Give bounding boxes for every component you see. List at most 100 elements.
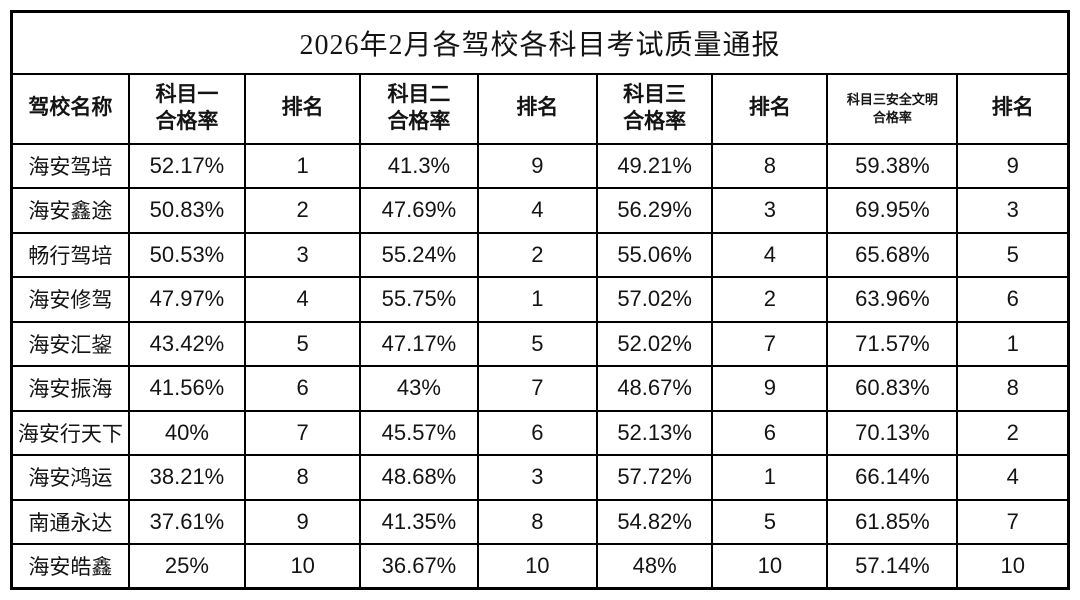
pass-rate-cell: 55.24%: [359, 231, 479, 278]
pass-rate-cell: 47.69%: [359, 187, 479, 234]
table-row: 海安鸿运 38.21% 8 48.68% 3 57.72% 1 66.14% 4: [10, 454, 1070, 501]
rank-cell: 5: [244, 320, 362, 367]
school-name-cell: 南通永达: [10, 498, 130, 545]
rank-column-header: 排名: [711, 72, 829, 145]
rank-cell: 10: [244, 543, 362, 590]
rank-cell: 3: [476, 454, 599, 501]
header-row: 驾校名称 科目一 合格率 排名 科目二 合格率 排名 科目三 合格率 排名 科目三安全文明 合…: [10, 72, 1070, 145]
rank-cell: 6: [244, 365, 362, 412]
rank-cell: 3: [711, 187, 829, 234]
rank-cell: 6: [956, 276, 1070, 323]
pass-rate-cell: 47.17%: [359, 320, 479, 367]
pass-rate-cell: 66.14%: [826, 454, 959, 501]
school-name-cell: 海安振海: [10, 365, 130, 412]
school-name-cell: 畅行驾培: [10, 231, 130, 278]
school-name-cell: 海安鑫途: [10, 187, 130, 234]
rank-cell: 8: [956, 365, 1070, 412]
pass-rate-cell: 49.21%: [596, 142, 714, 189]
rank-column-header: 排名: [244, 72, 362, 145]
rank-cell: 9: [476, 142, 599, 189]
pass-rate-cell: 59.38%: [826, 142, 959, 189]
rank-cell: 4: [956, 454, 1070, 501]
pass-rate-cell: 50.83%: [127, 187, 247, 234]
pass-rate-cell: 43%: [359, 365, 479, 412]
table-row: 海安汇鋆 43.42% 5 47.17% 5 52.02% 7 71.57% 1: [10, 320, 1070, 367]
column-header: 科目三安全文明 合格率: [826, 72, 959, 145]
pass-rate-cell: 50.53%: [127, 231, 247, 278]
school-name-cell: 海安驾培: [10, 142, 130, 189]
pass-rate-cell: 69.95%: [826, 187, 959, 234]
rank-cell: 3: [244, 231, 362, 278]
rank-cell: 1: [244, 142, 362, 189]
pass-rate-cell: 36.67%: [359, 543, 479, 590]
pass-rate-cell: 43.42%: [127, 320, 247, 367]
pass-rate-cell: 48.67%: [596, 365, 714, 412]
rank-cell: 1: [711, 454, 829, 501]
pass-rate-cell: 71.57%: [826, 320, 959, 367]
rank-column-header: 排名: [956, 72, 1070, 145]
pass-rate-cell: 48%: [596, 543, 714, 590]
pass-rate-cell: 41.35%: [359, 498, 479, 545]
pass-rate-cell: 54.82%: [596, 498, 714, 545]
school-name-cell: 海安汇鋆: [10, 320, 130, 367]
rank-cell: 7: [244, 409, 362, 456]
rank-cell: 8: [244, 454, 362, 501]
rank-cell: 5: [476, 320, 599, 367]
rank-cell: 1: [956, 320, 1070, 367]
pass-rate-cell: 45.57%: [359, 409, 479, 456]
rank-cell: 2: [244, 187, 362, 234]
rank-cell: 8: [476, 498, 599, 545]
pass-rate-cell: 38.21%: [127, 454, 247, 501]
pass-rate-cell: 61.85%: [826, 498, 959, 545]
rank-cell: 4: [476, 187, 599, 234]
pass-rate-cell: 25%: [127, 543, 247, 590]
table-row: 海安振海 41.56% 6 43% 7 48.67% 9 60.83% 8: [10, 365, 1070, 412]
pass-rate-cell: 48.68%: [359, 454, 479, 501]
rank-cell: 5: [711, 498, 829, 545]
rank-cell: 4: [711, 231, 829, 278]
title-row: 2026年2月各驾校各科目考试质量通报: [10, 10, 1070, 75]
pass-rate-cell: 52.17%: [127, 142, 247, 189]
pass-rate-cell: 60.83%: [826, 365, 959, 412]
rank-cell: 6: [711, 409, 829, 456]
table-row: 畅行驾培 50.53% 3 55.24% 2 55.06% 4 65.68% 5: [10, 231, 1070, 278]
pass-rate-cell: 65.68%: [826, 231, 959, 278]
pass-rate-cell: 55.06%: [596, 231, 714, 278]
pass-rate-cell: 41.56%: [127, 365, 247, 412]
rank-cell: 7: [711, 320, 829, 367]
rank-cell: 6: [476, 409, 599, 456]
column-header: 科目二 合格率: [359, 72, 479, 145]
rank-cell: 9: [711, 365, 829, 412]
pass-rate-cell: 37.61%: [127, 498, 247, 545]
table-row: 南通永达 37.61% 9 41.35% 8 54.82% 5 61.85% 7: [10, 498, 1070, 545]
rank-cell: 4: [244, 276, 362, 323]
rank-cell: 9: [956, 142, 1070, 189]
column-header: 科目三 合格率: [596, 72, 714, 145]
page-title: 2026年2月各驾校各科目考试质量通报: [10, 10, 1070, 75]
rank-cell: 7: [956, 498, 1070, 545]
rank-cell: 2: [711, 276, 829, 323]
pass-rate-cell: 47.97%: [127, 276, 247, 323]
exam-quality-table: 2026年2月各驾校各科目考试质量通报 驾校名称 科目一 合格率 排名 科目二 合格率…: [10, 10, 1070, 590]
pass-rate-cell: 70.13%: [826, 409, 959, 456]
table-row: 海安行天下 40% 7 45.57% 6 52.13% 6 70.13% 2: [10, 409, 1070, 456]
school-name-cell: 海安行天下: [10, 409, 130, 456]
rank-cell: 5: [956, 231, 1070, 278]
pass-rate-cell: 55.75%: [359, 276, 479, 323]
table-row: 海安皓鑫 25% 10 36.67% 10 48% 10 57.14% 10: [10, 543, 1070, 590]
pass-rate-cell: 57.02%: [596, 276, 714, 323]
table-row: 海安驾培 52.17% 1 41.3% 9 49.21% 8 59.38% 9: [10, 142, 1070, 189]
rank-cell: 10: [476, 543, 599, 590]
pass-rate-cell: 56.29%: [596, 187, 714, 234]
table-row: 海安修驾 47.97% 4 55.75% 1 57.02% 2 63.96% 6: [10, 276, 1070, 323]
school-name-cell: 海安皓鑫: [10, 543, 130, 590]
pass-rate-cell: 41.3%: [359, 142, 479, 189]
rank-cell: 8: [711, 142, 829, 189]
school-name-cell: 海安鸿运: [10, 454, 130, 501]
rank-cell: 1: [476, 276, 599, 323]
pass-rate-cell: 52.13%: [596, 409, 714, 456]
rank-cell: 7: [476, 365, 599, 412]
rank-cell: 10: [956, 543, 1070, 590]
rank-cell: 2: [956, 409, 1070, 456]
